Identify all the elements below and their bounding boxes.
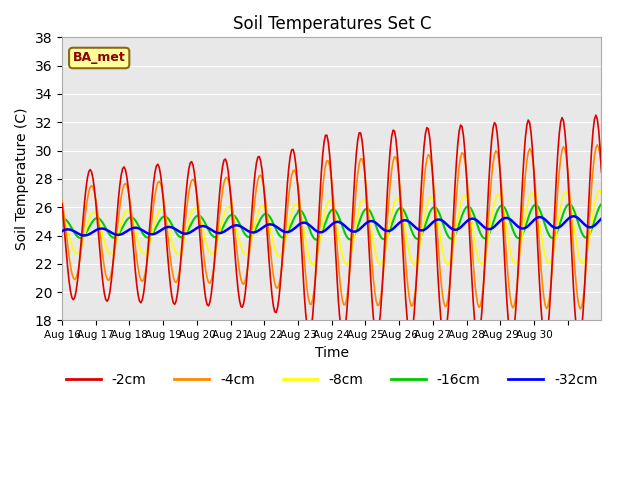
- X-axis label: Time: Time: [315, 346, 349, 360]
- Text: BA_met: BA_met: [73, 51, 125, 64]
- Legend: -2cm, -4cm, -8cm, -16cm, -32cm: -2cm, -4cm, -8cm, -16cm, -32cm: [60, 368, 604, 393]
- Y-axis label: Soil Temperature (C): Soil Temperature (C): [15, 108, 29, 250]
- Title: Soil Temperatures Set C: Soil Temperatures Set C: [232, 15, 431, 33]
